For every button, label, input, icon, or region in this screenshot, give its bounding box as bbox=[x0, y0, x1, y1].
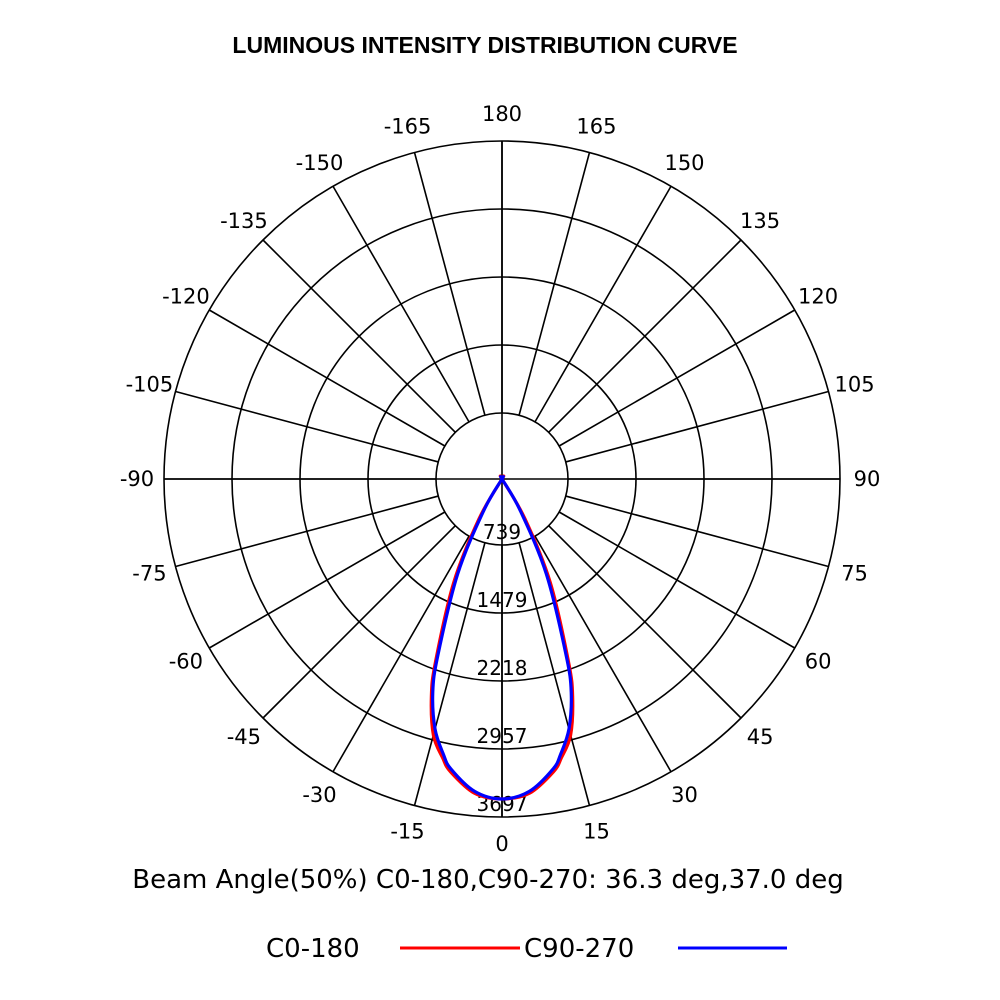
grid-spoke-150 bbox=[534, 185, 672, 423]
angle-tick-label: -150 bbox=[296, 151, 344, 175]
grid-spoke-240 bbox=[208, 309, 446, 447]
radial-tick-label: 1479 bbox=[477, 588, 528, 612]
angle-tick-label: 165 bbox=[576, 114, 616, 138]
grid-spoke-195 bbox=[413, 152, 486, 416]
grid-spoke-315 bbox=[262, 525, 456, 719]
grid-spoke-45 bbox=[548, 525, 742, 719]
grid-spoke-120 bbox=[558, 309, 796, 447]
grid-spoke-225 bbox=[262, 239, 456, 433]
grid-spoke-345 bbox=[413, 542, 486, 806]
angle-tick-label: -15 bbox=[390, 820, 424, 844]
angle-tick-label: 135 bbox=[740, 209, 780, 233]
angle-tick-label: 90 bbox=[854, 467, 881, 491]
angle-tick-label: -45 bbox=[227, 725, 261, 749]
angle-tick-label: -120 bbox=[162, 285, 210, 309]
grid-spoke-135 bbox=[548, 239, 742, 433]
beam-angle-text: Beam Angle(50%) C0-180,C90-270: 36.3 deg… bbox=[132, 865, 844, 895]
grid-spoke-60 bbox=[558, 511, 796, 649]
grid-spoke-300 bbox=[208, 511, 446, 649]
angle-tick-label: 120 bbox=[798, 285, 838, 309]
chart-title: LUMINOUS INTENSITY DISTRIBUTION CURVE bbox=[232, 32, 738, 58]
grid-spoke-165 bbox=[518, 152, 591, 416]
grid-spoke-285 bbox=[175, 495, 439, 568]
legend-label-c90-270: C90-270 bbox=[524, 934, 634, 964]
polar-grid bbox=[163, 140, 841, 818]
legend: C0-180 C90-270 bbox=[266, 934, 787, 964]
angle-tick-label: 60 bbox=[805, 650, 832, 674]
series-curves bbox=[429, 474, 575, 801]
angle-tick-label: -90 bbox=[120, 467, 154, 491]
grid-spoke-105 bbox=[565, 390, 829, 463]
angle-tick-label: 180 bbox=[482, 102, 522, 126]
angle-tick-label: -60 bbox=[169, 650, 203, 674]
radial-tick-label: 2957 bbox=[477, 724, 528, 748]
grid-spoke-210 bbox=[332, 185, 470, 423]
angle-tick-label: -135 bbox=[220, 209, 268, 233]
radial-tick-label: 2218 bbox=[477, 656, 528, 680]
angle-tick-label: 45 bbox=[747, 725, 774, 749]
angle-tick-label: -105 bbox=[126, 373, 174, 397]
grid-spoke-30 bbox=[534, 535, 672, 773]
legend-label-c0-180: C0-180 bbox=[266, 934, 360, 964]
grid-spoke-75 bbox=[565, 495, 829, 568]
angle-tick-labels: 0 15 30 45 60 75 90 105 120 135 150 165 180 -165 -150 -… bbox=[120, 102, 881, 856]
angle-tick-label: 0 bbox=[495, 832, 508, 856]
series-curve-c90-270 bbox=[431, 475, 573, 801]
grid-spoke-330 bbox=[332, 535, 470, 773]
grid-spoke-15 bbox=[518, 542, 591, 806]
angle-tick-label: -165 bbox=[384, 114, 432, 138]
grid-spoke-255 bbox=[175, 390, 439, 463]
angle-tick-label: 30 bbox=[671, 783, 698, 807]
angle-tick-label: 75 bbox=[841, 561, 868, 585]
angle-tick-label: -30 bbox=[302, 783, 336, 807]
angle-tick-label: 15 bbox=[583, 820, 610, 844]
radial-tick-label: 739 bbox=[483, 520, 521, 544]
angle-tick-label: -75 bbox=[132, 561, 166, 585]
angle-tick-label: 105 bbox=[835, 373, 875, 397]
angle-tick-label: 150 bbox=[664, 151, 704, 175]
